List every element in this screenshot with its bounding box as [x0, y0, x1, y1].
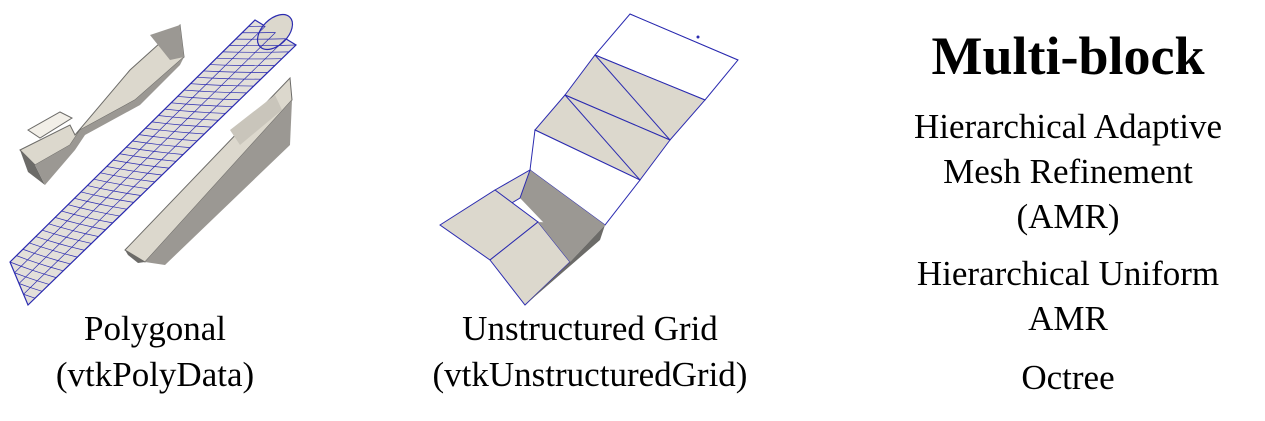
uniform-amr-line1: Hierarchical Uniform — [916, 254, 1220, 293]
uniform-amr-line2: AMR — [1028, 299, 1108, 338]
polydata-caption-line2: (vtkPolyData) — [55, 355, 255, 394]
octree-line1: Octree — [1021, 358, 1115, 397]
amr-line2: Mesh Refinement — [943, 152, 1193, 191]
multiblock-item-amr: Hierarchical Adaptive Mesh Refinement (A… — [880, 104, 1256, 239]
multiblock-title: Multi-block — [931, 26, 1205, 86]
unstructured-cells — [439, 13, 739, 306]
amr-line1: Hierarchical Adaptive — [913, 107, 1223, 146]
unstructured-caption-line1: Unstructured Grid — [462, 309, 718, 348]
unstructured-caption-line2: (vtkUnstructuredGrid) — [432, 355, 748, 394]
polydata-figure — [9, 13, 297, 307]
amr-line3: (AMR) — [1016, 197, 1120, 236]
lower-extruded-block — [124, 76, 293, 265]
upper-stepped-block — [19, 23, 185, 185]
multiblock-item-octree: Octree — [880, 355, 1256, 400]
polydata-caption-line1: Polygonal — [84, 309, 226, 348]
polydata-caption: Polygonal (vtkPolyData) — [30, 306, 280, 398]
multiblock-item-uniform-amr: Hierarchical Uniform AMR — [880, 251, 1256, 341]
unstructured-caption: Unstructured Grid (vtkUnstructuredGrid) — [410, 306, 770, 398]
unstructured-figure — [439, 13, 739, 306]
cylinder-mesh — [9, 13, 297, 307]
